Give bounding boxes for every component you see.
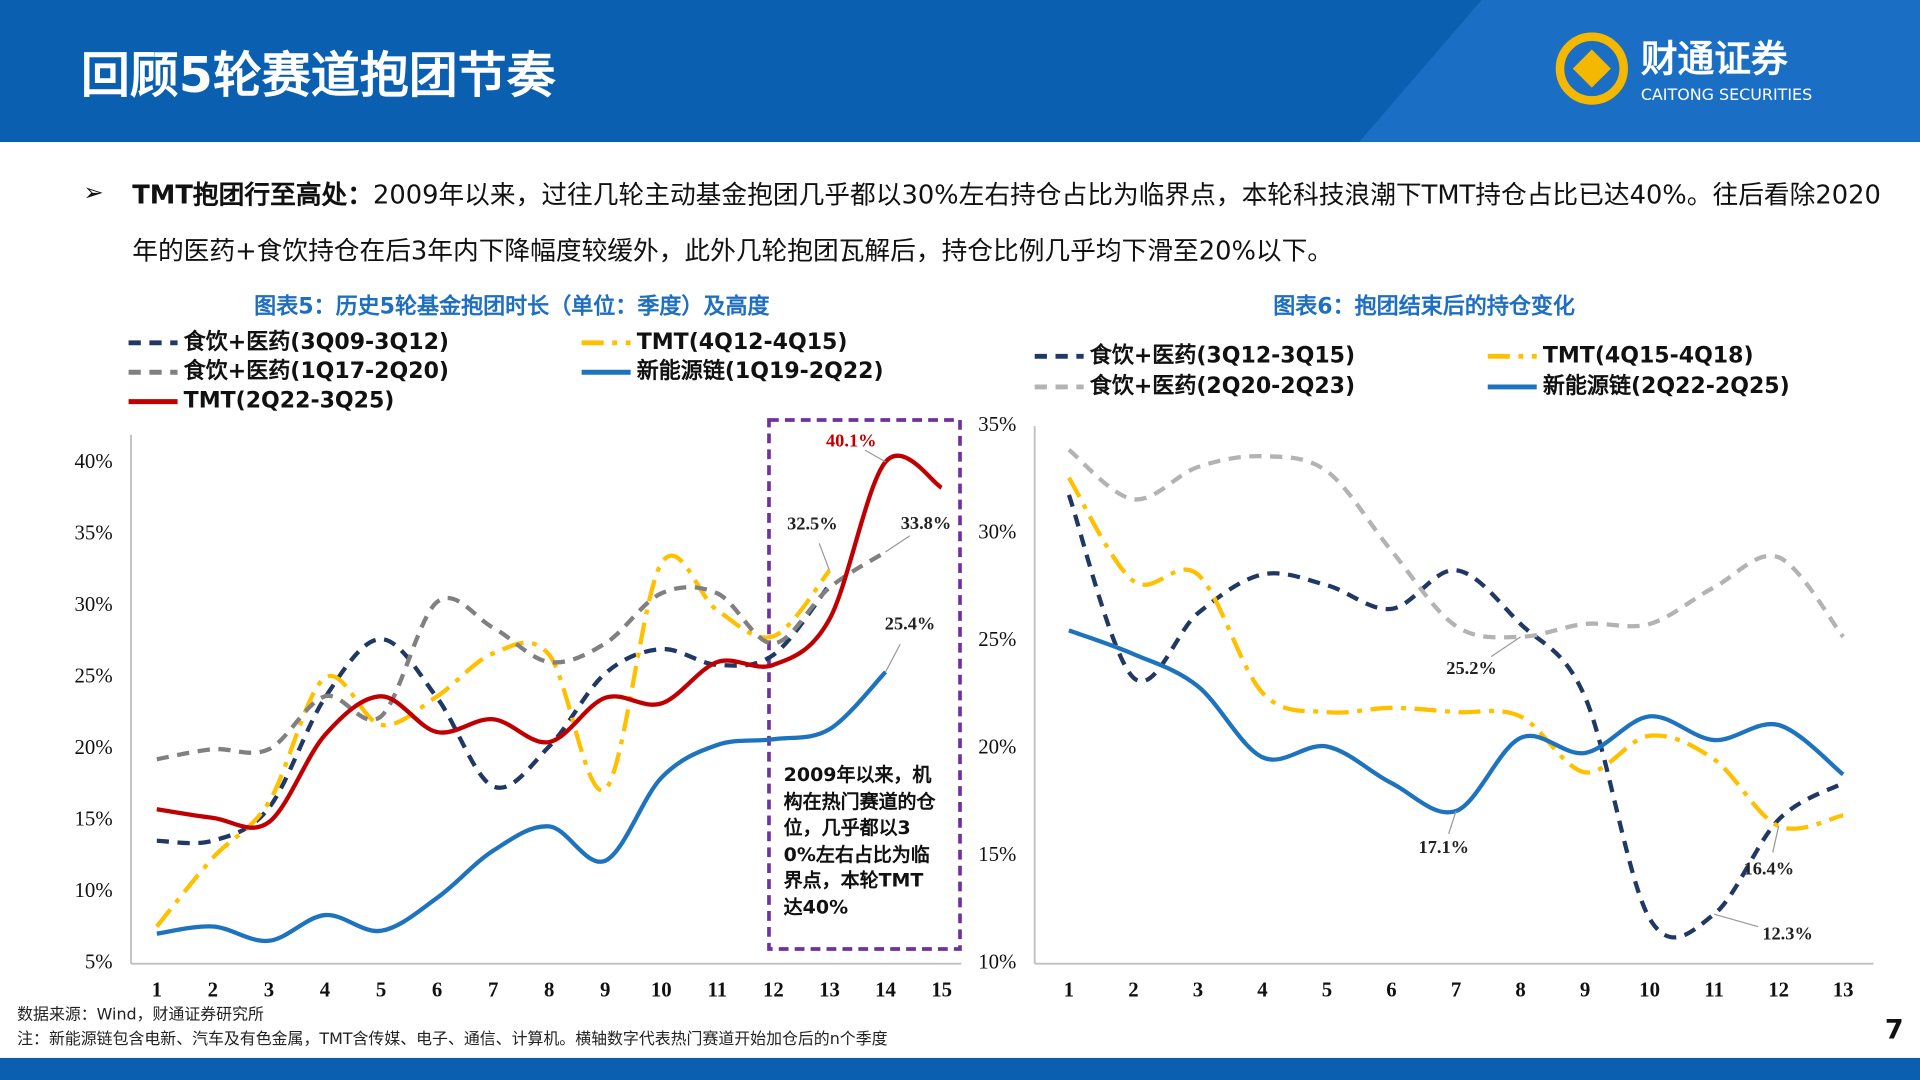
- data-label: 16.4%: [1744, 858, 1795, 878]
- y-tick-label: 20%: [978, 734, 1016, 758]
- y-tick-label: 10%: [978, 949, 1016, 973]
- series-line: [156, 453, 943, 830]
- slide-title: 回顾5轮赛道抱团节奏: [81, 47, 557, 104]
- x-tick-label: 9: [600, 978, 610, 1002]
- y-tick-label: 5%: [85, 949, 113, 973]
- legend-label: 食饮+医药(1Q17-2Q20): [184, 358, 449, 384]
- x-tick-label: 13: [1833, 978, 1854, 1002]
- y-tick-label: 30%: [75, 592, 113, 616]
- data-label: 33.8%: [901, 513, 951, 533]
- footnote: 注：新能源链包含电新、汽车及有色金属，TMT含传媒、电子、通信、计算机。横轴数字…: [17, 1029, 887, 1048]
- y-tick-label: 20%: [75, 735, 113, 759]
- data-label: 17.1%: [1419, 837, 1470, 857]
- data-label: 25.2%: [1446, 658, 1497, 678]
- legend-label: 新能源链(2Q22-2Q25): [1543, 373, 1790, 399]
- logo-en: CAITONG SECURITIES: [1641, 85, 1812, 104]
- y-tick-label: 10%: [75, 878, 113, 902]
- x-tick-label: 15: [931, 978, 952, 1002]
- legend-label: TMT(4Q15-4Q18): [1543, 343, 1754, 368]
- data-label: 40.1%: [826, 430, 877, 450]
- x-tick-label: 3: [264, 978, 274, 1002]
- data-label: 32.5%: [787, 513, 838, 533]
- x-tick-label: 10: [1639, 978, 1660, 1002]
- x-tick-label: 8: [1515, 978, 1525, 1002]
- bullet-lead: TMT抱团行至高处：: [132, 180, 373, 210]
- bullet-text: TMT抱团行至高处：2009年以来，过往几轮主动基金抱团几乎都以30%左右持仓占…: [132, 167, 1881, 280]
- bullet-body: 2009年以来，过往几轮主动基金抱团几乎都以30%左右持仓占比为临界点，本轮科技…: [132, 180, 1881, 266]
- y-tick-label: 15%: [978, 842, 1016, 866]
- label-leader: [818, 543, 831, 571]
- y-tick-label: 40%: [75, 449, 113, 473]
- series-line: [156, 670, 888, 943]
- label-leader: [1490, 636, 1521, 658]
- x-tick-label: 8: [544, 978, 554, 1002]
- legend-label: 食饮+医药(2Q20-2Q23): [1090, 373, 1355, 399]
- series-line: [1068, 628, 1845, 815]
- bullet-marker: ➢: [83, 177, 104, 206]
- label-leader: [885, 535, 911, 553]
- x-tick-label: 6: [1386, 978, 1396, 1002]
- header-stripe: [1359, 0, 1920, 143]
- data-label: 25.4%: [885, 614, 936, 634]
- footer-bar: [0, 1057, 1920, 1080]
- x-tick-label: 2: [1128, 978, 1138, 1002]
- x-tick-label: 1: [1064, 978, 1074, 1002]
- series-line: [1067, 476, 1844, 831]
- y-tick-label: 25%: [978, 627, 1016, 651]
- legend-label: TMT(2Q22-3Q25): [184, 389, 395, 414]
- y-tick-label: 15%: [75, 806, 113, 830]
- series-line: [156, 550, 887, 762]
- data-label: 12.3%: [1762, 923, 1813, 943]
- chart-title: 图表5：历史5轮基金抱团时长（单位：季度）及高度: [254, 293, 770, 319]
- x-tick-label: 5: [376, 978, 386, 1002]
- legend-label: 新能源链(1Q19-2Q22): [637, 358, 884, 384]
- chart-title: 图表6：抱团结束后的持仓变化: [1273, 293, 1575, 319]
- x-tick-label: 14: [875, 978, 896, 1002]
- x-tick-label: 1: [152, 978, 162, 1002]
- x-tick-label: 4: [320, 978, 331, 1002]
- legend-label: TMT(4Q12-4Q15): [637, 330, 848, 355]
- label-leader: [1713, 913, 1759, 928]
- logo-cn: 财通证券: [1641, 38, 1788, 81]
- x-tick-label: 9: [1580, 978, 1590, 1002]
- x-tick-label: 2: [208, 978, 218, 1002]
- legend-label: 食饮+医药(3Q12-3Q15): [1090, 342, 1355, 368]
- x-tick-label: 5: [1322, 978, 1332, 1002]
- x-tick-label: 4: [1257, 978, 1268, 1002]
- page-number: 7: [1885, 1015, 1904, 1046]
- label-leader: [885, 643, 901, 673]
- series-line: [155, 553, 832, 928]
- x-tick-label: 11: [1704, 978, 1724, 1002]
- x-tick-label: 7: [1451, 978, 1461, 1002]
- source-note: 数据来源：Wind，财通证券研究所: [17, 1005, 264, 1024]
- y-tick-label: 35%: [75, 521, 113, 545]
- x-tick-label: 3: [1193, 978, 1203, 1002]
- label-leader: [864, 449, 886, 463]
- series-line: [1067, 448, 1845, 640]
- x-tick-label: 11: [708, 978, 728, 1002]
- x-tick-label: 13: [819, 978, 840, 1002]
- x-tick-label: 10: [651, 978, 672, 1002]
- x-tick-label: 12: [763, 978, 784, 1002]
- series-line: [156, 583, 832, 846]
- x-tick-label: 7: [488, 978, 498, 1002]
- y-tick-label: 35%: [978, 412, 1016, 436]
- legend-label: 食饮+医药(3Q09-3Q12): [184, 329, 449, 355]
- series-line: [1066, 494, 1845, 940]
- x-tick-label: 6: [432, 978, 442, 1002]
- y-tick-label: 30%: [978, 519, 1016, 543]
- x-tick-label: 12: [1768, 978, 1789, 1002]
- annotation: 2009年以来，机构在热门赛道的仓位，几乎都以30%左右占比为临界点，本轮TMT…: [783, 764, 936, 918]
- label-leader: [1448, 810, 1457, 834]
- highlight-box: [767, 418, 962, 951]
- y-tick-label: 25%: [75, 664, 113, 688]
- label-leader: [1772, 825, 1780, 853]
